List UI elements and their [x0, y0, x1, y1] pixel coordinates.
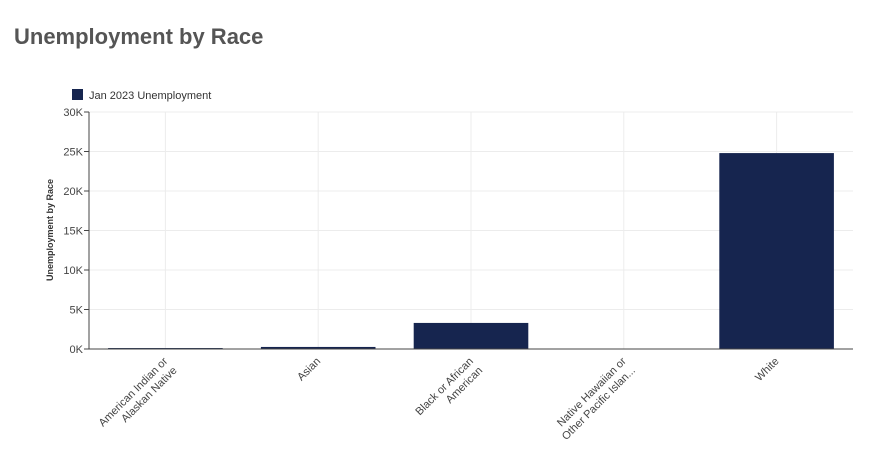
y-axis-label: Unemployment by Race — [45, 179, 55, 281]
y-tick-label: 10K — [63, 265, 83, 277]
bar[interactable] — [260, 346, 376, 349]
y-tick-label: 0K — [70, 344, 84, 356]
y-tick-label: 20K — [63, 186, 83, 198]
bar[interactable] — [719, 153, 834, 349]
y-tick-label: 25K — [63, 147, 83, 159]
y-tick-label: 30K — [63, 107, 83, 119]
x-tick-label-line: Asian — [295, 355, 323, 383]
legend-label: Jan 2023 Unemployment — [89, 90, 211, 102]
y-tick-label: 15K — [63, 226, 83, 238]
bar[interactable] — [413, 322, 529, 349]
legend-swatch — [72, 89, 83, 100]
axes — [88, 112, 853, 350]
bars — [108, 153, 834, 349]
chart-title: Unemployment by Race — [14, 24, 264, 49]
x-tick-label: Asian — [295, 355, 323, 383]
y-tick-labels: 0K 5K 10K 15K 20K 25K 30K — [63, 107, 83, 356]
x-tick-label-line: White — [753, 355, 781, 383]
y-tick-label: 5K — [70, 305, 84, 317]
legend[interactable]: Jan 2023 Unemployment — [72, 89, 211, 102]
x-tick-label: White — [753, 355, 781, 383]
